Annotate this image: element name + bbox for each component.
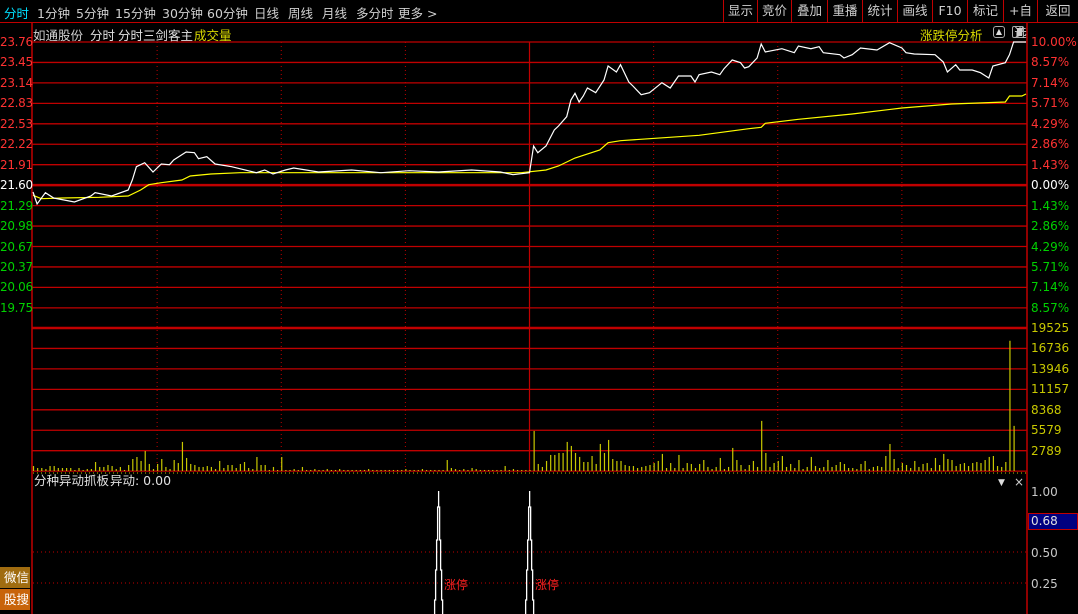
stock-search-button[interactable]: 股搜 [0, 589, 30, 610]
chart-grid [31, 23, 1028, 614]
tab-0[interactable]: 分时 [4, 6, 30, 21]
price-line [32, 41, 1026, 206]
main-indicator-name[interactable]: 分时三剑客主 [118, 28, 194, 43]
percent-axis-label: 1.43% [1031, 198, 1070, 213]
wechat-button[interactable]: 微信 [0, 567, 30, 588]
tab-10[interactable]: 更多 > [398, 6, 438, 21]
volume-axis-label: 11157 [1031, 382, 1070, 397]
volume-axis-label: 16736 [1031, 341, 1070, 356]
volume-axis-label: 19525 [1031, 321, 1070, 335]
percent-axis-label: 0.00% [1031, 178, 1070, 193]
dropdown-triangle-icon[interactable]: ▼ [998, 478, 1005, 488]
percent-axis-label: 7.14% [1031, 75, 1070, 90]
tab-6[interactable]: 日线 [254, 6, 280, 21]
toolbar-button-5[interactable]: 画线 [897, 0, 932, 22]
tab-4[interactable]: 30分钟 [162, 6, 203, 21]
price-axis-label: 20.98 [0, 219, 33, 234]
volume-axis-label: 5579 [1031, 423, 1062, 438]
chart-mode: 分时 [90, 28, 116, 43]
percent-axis-label: 2.86% [1031, 219, 1070, 234]
tab-2[interactable]: 5分钟 [76, 6, 109, 21]
price-axis-label: 21.29 [0, 198, 33, 213]
toolbar-button-3[interactable]: 重播 [827, 0, 862, 22]
tab-3[interactable]: 15分钟 [115, 6, 156, 21]
price-axis-label: 19.75 [0, 300, 33, 315]
indicator-spike [524, 491, 535, 614]
indicator-axis-1: 1.00 [1031, 485, 1058, 499]
percent-axis-label: 8.57% [1031, 300, 1070, 315]
percent-axis-label: 5.71% [1031, 96, 1070, 111]
price-axis-label: 20.37 [0, 259, 33, 274]
toolbar-button-7[interactable]: 标记 [967, 0, 1003, 22]
percent-axis-label: 4.29% [1031, 239, 1070, 254]
indicator-axis-050: 0.50 [1031, 546, 1058, 560]
price-axis-label: 21.60 [0, 178, 33, 193]
price-axis-label: 20.67 [0, 239, 33, 254]
panel-toggle-icon[interactable] [1012, 26, 1024, 38]
indicator-title[interactable]: 分种异动抓板 [34, 473, 110, 488]
toolbar-button-8[interactable]: +自选 [1003, 0, 1037, 40]
indicator-value: 异动: 0.00 [110, 473, 172, 488]
price-axis-label: 22.83 [0, 96, 33, 111]
price-axis-label: 22.22 [0, 137, 33, 152]
percent-axis-label: 8.57% [1031, 55, 1070, 70]
volume-axis-label: 13946 [1031, 361, 1070, 376]
price-axis-label: 23.76 [0, 35, 33, 49]
toolbar-button-1[interactable]: 竞价 [757, 0, 791, 22]
toolbar-button-2[interactable]: 叠加 [791, 0, 827, 22]
circle-up-arrow-icon[interactable]: ▲ [993, 26, 1005, 38]
toolbar-button-6[interactable]: F10 [932, 0, 967, 22]
cursor-value-label: 0.68 [1028, 513, 1078, 530]
stock-name[interactable]: 如通股份 [33, 28, 84, 43]
percent-axis-label: 7.14% [1031, 280, 1070, 295]
close-icon[interactable]: × [1014, 475, 1025, 489]
volume-indicator-name[interactable]: 成交量 [194, 28, 232, 43]
indicator-axis-025: 0.25 [1031, 577, 1058, 591]
limit-up-signal-label: 涨停 [444, 578, 469, 592]
indicator-spike [433, 491, 444, 614]
percent-axis-label: 1.43% [1031, 157, 1070, 172]
price-axis-label: 21.91 [0, 157, 33, 172]
indicator-spikes [433, 491, 535, 614]
tab-1[interactable]: 1分钟 [37, 6, 70, 21]
tab-8[interactable]: 月线 [322, 6, 348, 21]
price-axis-label: 23.45 [0, 55, 33, 70]
toolbar-button-0[interactable]: 显示 [723, 0, 757, 22]
average-price-line [32, 93, 1027, 200]
volume-axis-label: 8368 [1031, 402, 1062, 417]
price-axis-label: 20.06 [0, 280, 33, 295]
tab-5[interactable]: 60分钟 [207, 6, 248, 21]
price-axis-label: 23.14 [0, 75, 33, 90]
percent-axis-label: 10.00% [1031, 35, 1077, 49]
period-toolbar: 分时 1分钟 5分钟 15分钟 30分钟 60分钟 日线 周线 月线 多分时 更多 > 显示 竞价 叠加重… [0, 0, 1078, 40]
price-axis-label: 22.53 [0, 116, 33, 131]
tab-9[interactable]: 多分时 [356, 6, 394, 21]
toolbar-button-9[interactable]: 返回 [1037, 0, 1078, 22]
volume-axis-label: 2789 [1031, 443, 1062, 458]
toolbar-button-4[interactable]: 统计 [862, 0, 897, 22]
percent-axis-label: 4.29% [1031, 116, 1070, 131]
tab-7[interactable]: 周线 [288, 6, 314, 21]
limit-analysis-link[interactable]: 涨跌停分析 [920, 28, 983, 43]
volume-bars [32, 340, 1015, 471]
limit-up-signal-label: 涨停 [535, 578, 560, 592]
percent-axis-label: 2.86% [1031, 137, 1070, 152]
percent-axis-label: 5.71% [1031, 259, 1070, 274]
